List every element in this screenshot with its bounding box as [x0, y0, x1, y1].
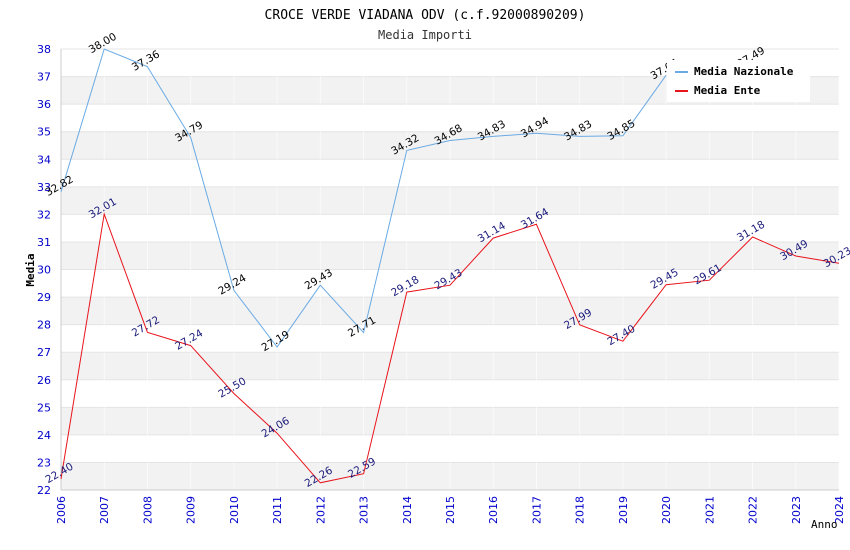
y-tick-label: 31	[37, 236, 51, 249]
x-tick-label: 2013	[358, 496, 371, 524]
y-tick-label: 34	[37, 153, 51, 166]
data-label: 27.24	[173, 327, 205, 353]
series-line-media-ente	[60, 212, 840, 484]
x-tick-label: 2012	[314, 496, 327, 524]
legend: Media Nazionale Media Ente	[667, 60, 810, 102]
series-line-media-nazionale	[60, 48, 667, 348]
y-tick-label: 37	[37, 71, 51, 84]
y-tick-labels: 22 23 24 25 26 27 28 29 30 31 32 33 34 35 36 37 38	[37, 43, 51, 497]
data-label: 29.18	[389, 274, 421, 299]
x-tick-label: 2019	[617, 496, 630, 524]
x-tick-label: 2016	[487, 496, 500, 524]
x-tick-label: 2018	[574, 496, 587, 524]
x-tick-label: 2022	[747, 496, 760, 524]
x-tick-label: 2008	[141, 496, 154, 524]
x-tick-label: 2007	[98, 496, 111, 524]
data-label: 29.43	[432, 267, 464, 292]
data-label: 29.24	[216, 272, 248, 298]
y-tick-label: 28	[37, 319, 51, 332]
data-label: 27.19	[260, 329, 292, 354]
x-tick-label: 2021	[703, 496, 716, 524]
y-tick-label: 22	[37, 484, 51, 497]
legend-label-media-nazionale: Media Nazionale	[694, 65, 794, 78]
data-label: 31.18	[735, 219, 767, 244]
x-tick-labels: 2006 2007 2008 2009 2010 2011 2012 2013 2014 2015…	[55, 496, 846, 524]
legend-label-media-ente: Media Ente	[694, 84, 761, 97]
y-tick-label: 23	[37, 456, 51, 469]
x-tick-label: 2020	[660, 496, 673, 524]
legend-box	[667, 60, 810, 102]
y-tick-label: 38	[37, 43, 51, 56]
x-tick-label: 2010	[228, 496, 241, 524]
data-label: 37.36	[130, 48, 162, 74]
x-tick-label: 2009	[185, 496, 198, 524]
x-tick-label: 2023	[790, 496, 803, 524]
x-tick-label: 2024	[833, 496, 846, 524]
y-tick-label: 29	[37, 291, 51, 304]
x-tick-label: 2006	[55, 496, 68, 524]
x-tick-label: 2014	[401, 496, 414, 524]
y-tick-label: 35	[37, 126, 51, 139]
y-tick-label: 36	[37, 98, 51, 111]
y-tick-label: 26	[37, 374, 51, 387]
chart-title: CROCE VERDE VIADANA ODV (c.f.92000890209…	[265, 8, 586, 23]
y-tick-label: 33	[37, 181, 51, 194]
data-label: 27.40	[605, 323, 637, 348]
x-axis-title: Anno	[811, 518, 838, 531]
y-axis-title: Media	[24, 253, 37, 286]
y-tick-label: 27	[37, 346, 51, 359]
x-tick-label: 2011	[271, 496, 284, 524]
axes	[60, 49, 839, 491]
x-tick-label: 2017	[530, 496, 543, 524]
chart-subtitle: Media Importi	[378, 28, 472, 42]
series-lines	[60, 48, 840, 484]
y-tick-label: 24	[37, 429, 51, 442]
data-label: 29.43	[303, 267, 335, 292]
y-tick-label: 32	[37, 208, 51, 221]
y-tick-label: 25	[37, 401, 51, 414]
y-tick-label: 30	[37, 264, 51, 277]
data-label: 31.14	[476, 220, 508, 246]
data-label: 29.45	[649, 266, 681, 291]
x-tick-label: 2015	[444, 496, 457, 524]
